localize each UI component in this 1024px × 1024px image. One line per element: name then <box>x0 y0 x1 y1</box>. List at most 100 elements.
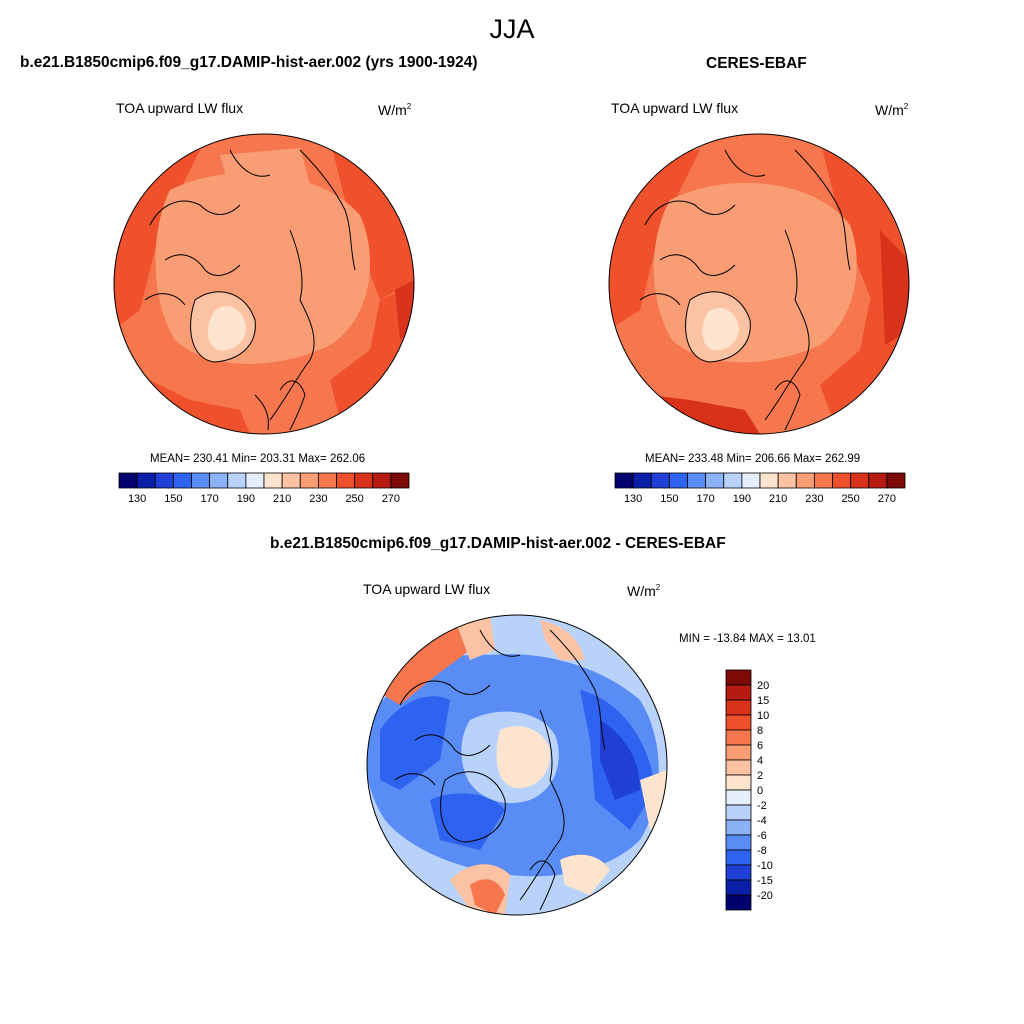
colorbar-model-tick-label: 210 <box>273 493 291 505</box>
panel3-title: b.e21.B1850cmip6.f09_g17.DAMIP-hist-aer.… <box>270 535 726 552</box>
colorbar-ceres-swatch-11 <box>813 472 833 489</box>
colorbar-ceres-swatch-6 <box>723 472 743 489</box>
colorbar-difference-swatch-8 <box>725 789 752 806</box>
panel3-stats: MIN = -13.84 MAX = 13.01 <box>679 633 816 645</box>
colorbar-ceres-swatch-15 <box>886 472 906 489</box>
colorbar-model-swatch-1 <box>136 472 156 489</box>
colorbar-difference-swatch-0 <box>725 669 752 686</box>
colorbar-difference-swatch-15 <box>725 894 752 911</box>
colorbar-difference-tick-label: -10 <box>757 860 773 872</box>
panel1-variable: TOA upward LW flux <box>116 100 244 116</box>
colorbar-model-tick-label: 230 <box>309 493 327 505</box>
colorbar-difference-tick-label: -20 <box>757 890 773 902</box>
colorbar-difference-swatch-13 <box>725 864 752 881</box>
colorbar-ceres-swatch-3 <box>668 472 688 489</box>
colorbar-model-tick-label: 170 <box>200 493 218 505</box>
colorbar-ceres-tick-label: 150 <box>660 493 678 505</box>
panel1-stats: MEAN= 230.41 Min= 203.31 Max= 262.06 <box>150 453 366 465</box>
colorbar-model-swatch-14 <box>372 472 392 489</box>
panel1-title: b.e21.B1850cmip6.f09_g17.DAMIP-hist-aer.… <box>20 54 478 71</box>
colorbar-model-swatch-6 <box>227 472 247 489</box>
panel1-units: W/m2 <box>378 102 412 118</box>
colorbar-model-tick-label: 150 <box>164 493 182 505</box>
colorbar-ceres-swatch-2 <box>650 472 670 489</box>
map-ceres <box>609 134 909 434</box>
colorbar-difference-tick-label: -8 <box>757 845 767 857</box>
colorbar-ceres: 130 150 170 190 210 230 250 270 <box>614 472 906 505</box>
colorbar-ceres-tick-label: 210 <box>769 493 787 505</box>
colorbar-model-swatch-2 <box>154 472 174 489</box>
panel2-stats: MEAN= 233.48 Min= 206.66 Max= 262.99 <box>645 453 861 465</box>
colorbar-model-swatch-12 <box>336 472 356 489</box>
colorbar-ceres-tick-label: 230 <box>805 493 823 505</box>
map-difference <box>367 615 667 915</box>
colorbar-difference-swatch-3 <box>725 714 752 731</box>
colorbar-model-swatch-9 <box>281 472 301 489</box>
colorbar-difference-swatch-4 <box>725 729 752 746</box>
colorbar-difference-tick-label: 20 <box>757 680 769 692</box>
colorbar-ceres-swatch-9 <box>777 472 797 489</box>
colorbar-difference-tick-label: 8 <box>757 725 763 737</box>
panel2-variable: TOA upward LW flux <box>611 100 739 116</box>
colorbar-model-swatch-7 <box>245 472 265 489</box>
figure-title: JJA <box>489 14 535 44</box>
colorbar-difference-swatch-5 <box>725 744 752 761</box>
colorbar-model-swatch-3 <box>172 472 192 489</box>
colorbar-ceres-tick-label: 170 <box>696 493 714 505</box>
colorbar-ceres-tick-label: 190 <box>733 493 751 505</box>
colorbar-difference-tick-label: 15 <box>757 695 769 707</box>
colorbar-difference-swatch-14 <box>725 879 752 896</box>
colorbar-model-tick-label: 270 <box>382 493 400 505</box>
colorbar-ceres-swatch-13 <box>850 472 870 489</box>
panel3-units: W/m2 <box>627 583 661 599</box>
colorbar-ceres-swatch-14 <box>868 472 888 489</box>
colorbar-ceres-tick-label: 130 <box>624 493 642 505</box>
colorbar-difference-swatch-9 <box>725 804 752 821</box>
colorbar-difference-swatch-10 <box>725 819 752 836</box>
colorbar-ceres-swatch-10 <box>795 472 815 489</box>
colorbar-difference-swatch-7 <box>725 774 752 791</box>
map-model-border <box>113 133 415 435</box>
colorbar-difference-tick-label: 6 <box>757 740 763 752</box>
coastlines-model <box>144 149 356 431</box>
colorbar-ceres-tick-label: 270 <box>878 493 896 505</box>
colorbar-difference-tick-label: -15 <box>757 875 773 887</box>
colorbar-model: 130 150 170 190 210 230 250 270 <box>118 472 410 505</box>
map-model <box>114 134 414 434</box>
colorbar-difference-tick-label: 0 <box>757 785 763 797</box>
colorbar-model-swatch-13 <box>354 472 374 489</box>
colorbar-model-swatch-5 <box>209 472 229 489</box>
colorbar-model-tick-label: 250 <box>345 493 363 505</box>
colorbar-model-swatch-15 <box>390 472 410 489</box>
colorbar-ceres-tick-label: 250 <box>841 493 859 505</box>
map-difference-border <box>366 614 668 916</box>
colorbar-difference-tick-label: -2 <box>757 800 767 812</box>
colorbar-difference-tick-label: 4 <box>757 755 763 767</box>
colorbar-difference-swatch-11 <box>725 834 752 851</box>
colorbar-ceres-swatch-7 <box>741 472 761 489</box>
colorbar-ceres-swatch-8 <box>759 472 779 489</box>
colorbar-model-swatch-0 <box>118 472 138 489</box>
colorbar-difference-swatch-1 <box>725 684 752 701</box>
coastlines-ceres <box>639 149 851 431</box>
colorbar-difference-swatch-12 <box>725 849 752 866</box>
colorbar-difference-tick-label: -6 <box>757 830 767 842</box>
coastlines-difference <box>394 629 606 911</box>
panel2-units: W/m2 <box>875 102 909 118</box>
colorbar-model-tick-label: 130 <box>128 493 146 505</box>
colorbar-model-tick-label: 190 <box>237 493 255 505</box>
colorbar-ceres-swatch-0 <box>614 472 634 489</box>
colorbar-difference-swatch-6 <box>725 759 752 776</box>
colorbar-ceres-swatch-1 <box>632 472 652 489</box>
colorbar-ceres-swatch-4 <box>687 472 707 489</box>
colorbar-difference-tick-label: 2 <box>757 770 763 782</box>
colorbar-difference-tick-label: -4 <box>757 815 767 827</box>
colorbar-model-swatch-4 <box>191 472 211 489</box>
panel2-title: CERES-EBAF <box>706 55 807 72</box>
map-ceres-border <box>608 133 910 435</box>
colorbar-difference-swatch-2 <box>725 699 752 716</box>
colorbar-ceres-swatch-12 <box>832 472 852 489</box>
colorbar-ceres-swatch-5 <box>705 472 725 489</box>
